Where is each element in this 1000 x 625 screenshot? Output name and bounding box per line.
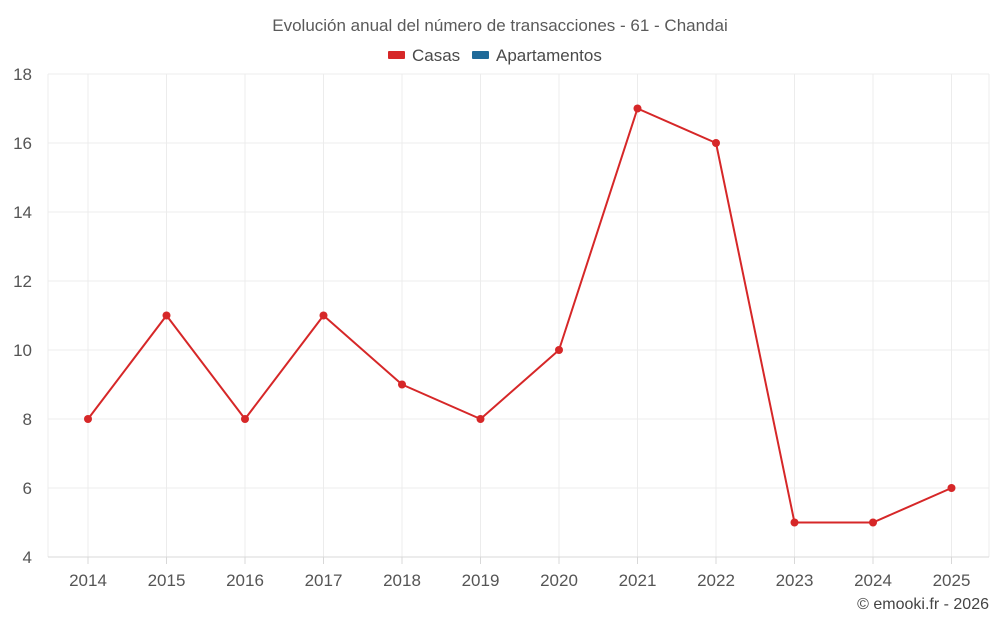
- legend-swatch-apartamentos[interactable]: [472, 51, 489, 59]
- series-line-casas: [87, 107, 952, 524]
- data-point-casas-2021[interactable]: [633, 104, 642, 113]
- y-tick-label: 10: [13, 341, 32, 360]
- grid: [47, 73, 990, 557]
- data-point-casas-2016[interactable]: [241, 415, 249, 423]
- x-tick-label: 2021: [619, 571, 657, 590]
- y-tick-label: 16: [13, 134, 32, 153]
- legend: Casas Apartamentos: [388, 46, 602, 65]
- chart-title: Evolución anual del número de transaccio…: [272, 16, 728, 35]
- legend-swatch-casas[interactable]: [388, 51, 405, 59]
- x-tick-label: 2014: [69, 571, 107, 590]
- y-tick-label: 6: [23, 479, 32, 498]
- data-point-casas-2014[interactable]: [84, 415, 92, 423]
- x-tick-label: 2024: [854, 571, 892, 590]
- data-point-casas-2019[interactable]: [476, 415, 485, 423]
- data-point-casas-2015[interactable]: [162, 311, 171, 320]
- data-point-casas-2024[interactable]: [869, 518, 877, 527]
- data-point-casas-2017[interactable]: [319, 311, 328, 320]
- x-tick-label: 2022: [697, 571, 735, 590]
- x-tick-label: 2015: [148, 571, 186, 590]
- data-point-casas-2023[interactable]: [790, 518, 799, 527]
- x-tick-label: 2020: [540, 571, 578, 590]
- y-tick-label: 12: [13, 272, 32, 291]
- x-tick-label: 2023: [776, 571, 814, 590]
- legend-label-apartamentos[interactable]: Apartamentos: [496, 46, 602, 65]
- y-tick-label: 4: [23, 548, 32, 567]
- x-tick-label: 2016: [226, 571, 264, 590]
- x-tick-label: 2019: [462, 571, 500, 590]
- y-tick-label: 14: [13, 203, 32, 222]
- x-tick-label: 2025: [933, 571, 971, 590]
- x-tick-label: 2018: [383, 571, 421, 590]
- y-tick-label: 18: [13, 65, 32, 84]
- series-layer: [84, 104, 956, 527]
- credit-text: © emooki.fr - 2026: [857, 596, 989, 613]
- data-point-casas-2018[interactable]: [398, 380, 406, 389]
- x-tick-label: 2017: [305, 571, 343, 590]
- y-axis: 4 6 8 10 12 14 16 18: [13, 65, 32, 567]
- data-point-casas-2025[interactable]: [947, 484, 956, 492]
- data-point-casas-2022[interactable]: [712, 139, 720, 147]
- legend-label-casas[interactable]: Casas: [412, 46, 460, 65]
- x-axis: 2014 2015 2016 2017 2018 2019 2020 2021 2022 2023…: [48, 556, 989, 590]
- y-tick-label: 8: [23, 410, 32, 429]
- data-point-casas-2020[interactable]: [555, 346, 563, 354]
